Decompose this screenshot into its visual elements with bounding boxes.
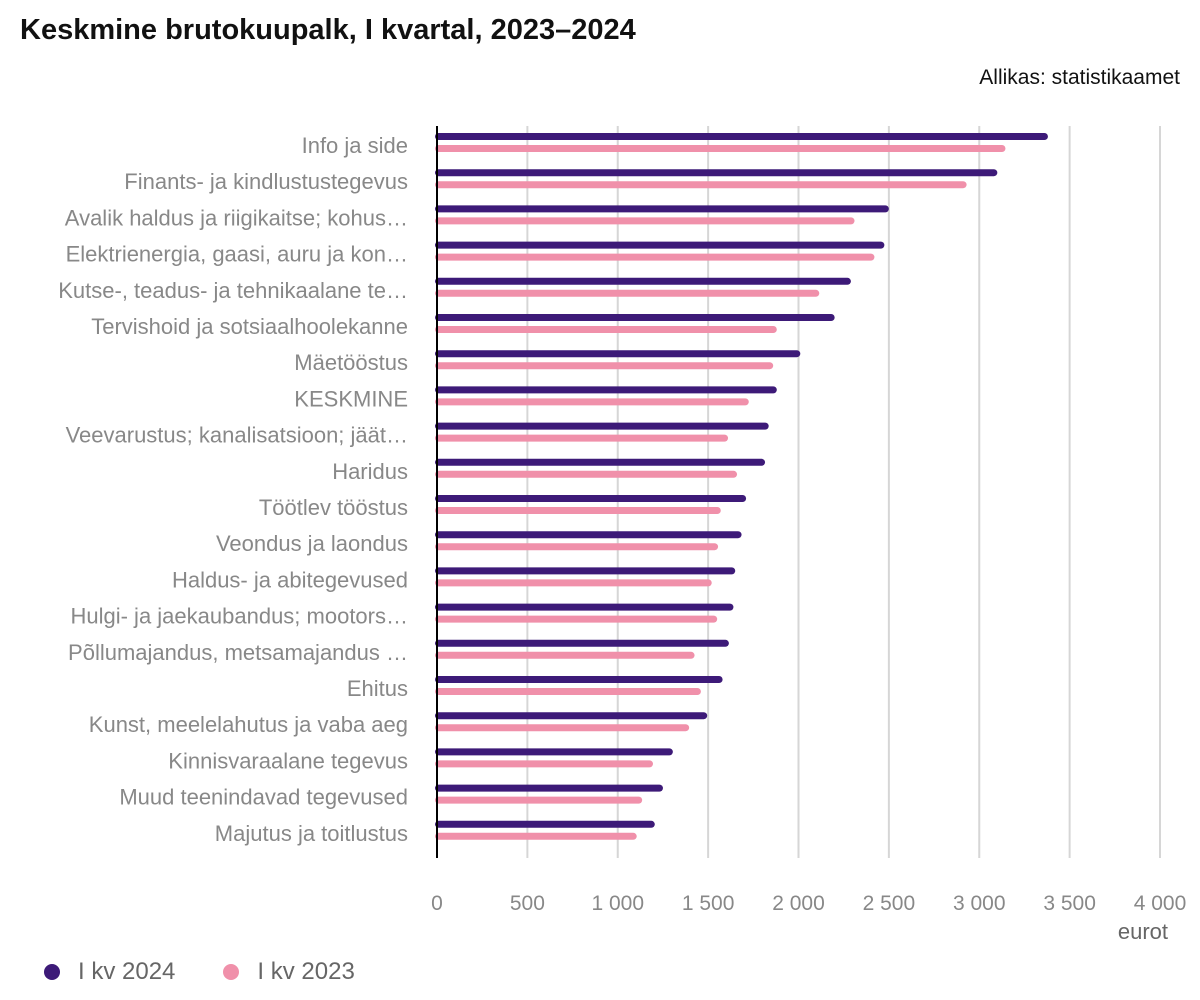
legend-item-2024[interactable]: I kv 2024 xyxy=(44,958,175,986)
bar-2023 xyxy=(435,181,967,189)
x-tick-label: 0 xyxy=(431,892,443,915)
bar-2023 xyxy=(435,543,719,551)
legend-marker-icon xyxy=(44,964,60,980)
category-label: Veondus ja laondus xyxy=(216,531,408,556)
bar-2024 xyxy=(435,205,889,213)
bar-2023 xyxy=(435,289,820,297)
bar-2024 xyxy=(435,676,723,683)
category-label: KESKMINE xyxy=(294,386,408,411)
bar-2023 xyxy=(435,398,749,406)
bar-2024 xyxy=(435,133,1048,140)
bar-2024 xyxy=(435,603,734,611)
bar-2024 xyxy=(435,748,673,756)
x-tick-label: 4 000 xyxy=(1134,892,1187,915)
x-axis-unit-label: eurot xyxy=(1118,919,1168,944)
source-label: Allikas: statistikaamet xyxy=(979,66,1180,89)
bar-2023 xyxy=(435,326,777,333)
category-label: Hulgi- ja jaekaubandus; mootors… xyxy=(70,604,408,629)
category-label: Haldus- ja abitegevused xyxy=(172,567,408,592)
bar-2024 xyxy=(435,277,851,285)
category-label: Elektrienergia, gaasi, auru ja kon… xyxy=(66,242,408,267)
bar-2023 xyxy=(435,362,774,370)
legend-item-2023[interactable]: I kv 2023 xyxy=(223,958,355,986)
legend-label: I kv 2023 xyxy=(257,958,355,985)
category-label: Kutse-, teadus- ja tehnikaalane te… xyxy=(58,278,408,303)
bar-2024 xyxy=(435,784,663,792)
bar-2023 xyxy=(435,579,712,587)
category-label: Finants- ja kindlustustegevus xyxy=(124,169,408,194)
bar-2023 xyxy=(435,217,855,225)
x-tick-label: 1 000 xyxy=(591,892,644,915)
category-label: Tervishoid ja sotsiaalhoolekanne xyxy=(91,314,408,339)
bar-2024 xyxy=(435,820,655,828)
bar-2024 xyxy=(435,314,835,321)
bar-2023 xyxy=(435,688,701,695)
bar-2024 xyxy=(435,458,766,466)
category-label: Töötlev tööstus xyxy=(259,495,408,520)
legend: I kv 2024 I kv 2023 xyxy=(44,958,355,986)
category-label: Info ja side xyxy=(302,133,408,158)
bar-2024 xyxy=(435,169,998,177)
x-tick-label: 3 500 xyxy=(1043,892,1096,915)
bar-2023 xyxy=(435,651,695,659)
x-tick-label: 2 000 xyxy=(772,892,825,915)
x-tick-label: 500 xyxy=(510,892,545,915)
bar-2023 xyxy=(435,615,718,623)
bar-2023 xyxy=(435,434,729,442)
x-tick-label: 3 000 xyxy=(953,892,1006,915)
bar-2023 xyxy=(435,145,1006,152)
bar-2023 xyxy=(435,760,653,768)
bar-2023 xyxy=(435,253,875,261)
bar-2024 xyxy=(435,495,747,502)
category-label: Majutus ja toitlustus xyxy=(215,821,408,846)
category-label: Avalik haldus ja riigikaitse; kohus… xyxy=(65,205,408,230)
bar-2024 xyxy=(435,422,769,430)
category-label: Veevarustus; kanalisatsioon; jäät… xyxy=(66,423,408,448)
category-label: Põllumajandus, metsamajandus … xyxy=(68,640,408,665)
category-label: Ehitus xyxy=(347,676,408,701)
bar-2024 xyxy=(435,712,708,720)
x-tick-label: 1 500 xyxy=(682,892,735,915)
category-label: Haridus xyxy=(332,459,408,484)
bar-2024 xyxy=(435,241,885,249)
bar-2024 xyxy=(435,531,742,539)
bar-2023 xyxy=(435,796,643,804)
bar-2023 xyxy=(435,724,690,732)
bar-2023 xyxy=(435,470,738,478)
legend-marker-icon xyxy=(223,964,240,980)
legend-label: I kv 2024 xyxy=(78,958,176,985)
bar-2024 xyxy=(435,639,729,647)
x-tick-label: 2 500 xyxy=(863,892,916,915)
bar-2024 xyxy=(435,567,736,575)
bar-2024 xyxy=(435,386,777,394)
category-label: Kunst, meelelahutus ja vaba aeg xyxy=(89,712,408,737)
bar-2023 xyxy=(435,507,721,514)
bar-2024 xyxy=(435,350,801,358)
category-label: Kinnisvaraalane tegevus xyxy=(168,748,408,773)
bar-2023 xyxy=(435,832,637,840)
category-label: Mäetööstus xyxy=(294,350,408,375)
category-label: Muud teenindavad tegevused xyxy=(119,785,408,810)
chart-title: Keskmine brutokuupalk, I kvartal, 2023–2… xyxy=(20,14,636,46)
